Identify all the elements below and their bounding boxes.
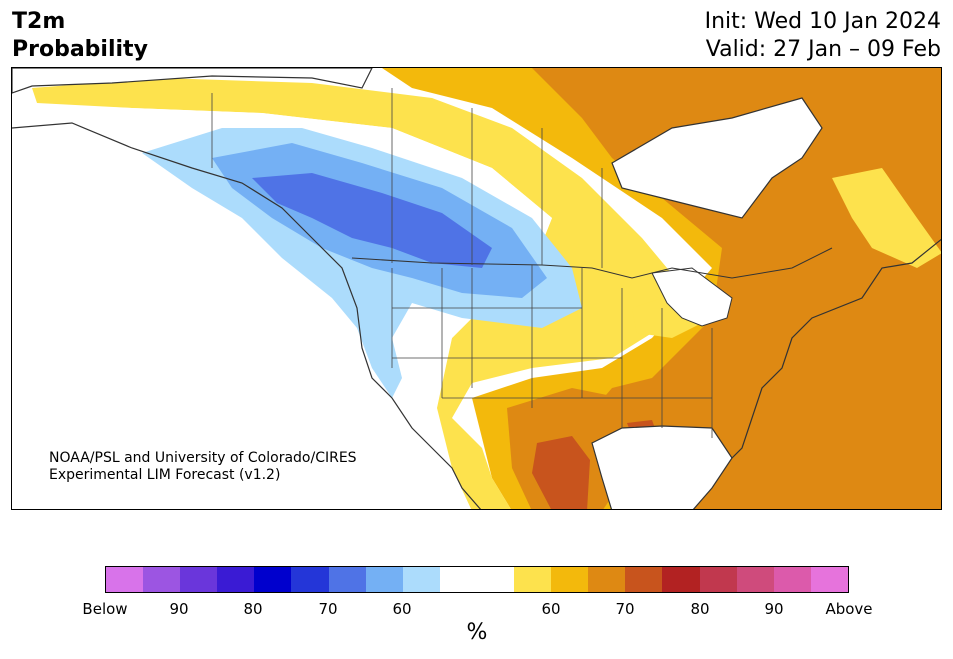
pacific-coast [12, 122, 482, 509]
colorbar-tick-label: 70 [318, 600, 338, 618]
colorbar-swatch [810, 567, 848, 592]
credit-line-2: Experimental LIM Forecast (v1.2) [49, 467, 281, 483]
below-80-region [252, 173, 492, 268]
title-line-2: Probability [12, 37, 148, 62]
above-90-texas [532, 436, 590, 509]
colorbar-swatch [625, 567, 663, 592]
colorbar-tick-label: 60 [392, 600, 412, 618]
colorbar-tick-label: Below [82, 600, 128, 618]
gulf-of-mexico [591, 425, 733, 509]
above-60-east [832, 168, 941, 268]
colorbar-tick-label: 80 [690, 600, 710, 618]
colorbar-swatch [476, 567, 515, 592]
colorbar-swatch [514, 567, 552, 592]
colorbar-swatch [699, 567, 737, 592]
chart-title: T2m Probability [12, 8, 148, 64]
colorbar-swatch [551, 567, 589, 592]
credit-text: NOAA/PSL and University of Colorado/CIRE… [49, 450, 357, 484]
colorbar-tick-label: 90 [764, 600, 784, 618]
credit-line-1: NOAA/PSL and University of Colorado/CIRE… [49, 450, 357, 466]
colorbar-tick-label: 70 [615, 600, 635, 618]
state-lines [211, 88, 713, 438]
hudson-bay [611, 97, 823, 219]
date-info: Init: Wed 10 Jan 2024 Valid: 27 Jan – 09… [705, 8, 941, 64]
colorbar-swatch [662, 567, 700, 592]
valid-range: Valid: 27 Jan – 09 Feb [705, 37, 941, 62]
colorbar-swatch [365, 567, 403, 592]
great-lakes [651, 267, 733, 327]
above-60-band [32, 78, 692, 509]
colorbar-tick-label: 60 [541, 600, 561, 618]
colorbar-swatch [291, 567, 329, 592]
us-canada-border [351, 247, 833, 279]
probability-map [12, 68, 941, 509]
colorbar-tick-label: 90 [169, 600, 189, 618]
colorbar-swatch [439, 567, 477, 592]
colorbar-swatch [736, 567, 774, 592]
colorbar-tick-label: Above [825, 600, 873, 618]
colorbar-units: % [466, 620, 488, 645]
colorbar-swatch [143, 567, 181, 592]
atlantic-coast [731, 238, 941, 459]
colorbar-swatch [106, 567, 144, 592]
neutral-west [12, 138, 462, 509]
map-panel [11, 67, 942, 510]
arctic-water [12, 68, 373, 94]
title-line-1: T2m [12, 9, 66, 34]
colorbar-swatch [254, 567, 292, 592]
colorbar-swatch [402, 567, 440, 592]
colorbar-swatch [328, 567, 366, 592]
colorbar-tick-label: 80 [243, 600, 263, 618]
colorbar [105, 566, 849, 593]
colorbar-swatch [773, 567, 811, 592]
colorbar-swatch [180, 567, 218, 592]
init-date: Init: Wed 10 Jan 2024 [704, 9, 941, 34]
colorbar-swatch [217, 567, 255, 592]
colorbar-swatch [588, 567, 626, 592]
